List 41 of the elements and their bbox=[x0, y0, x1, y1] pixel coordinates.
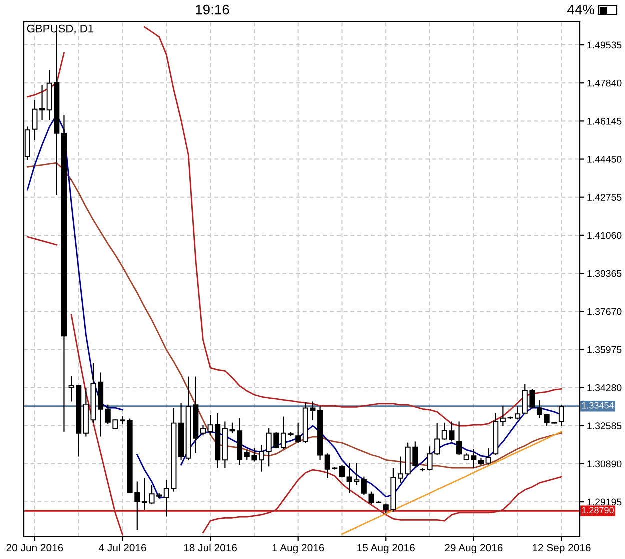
y-tick-label: 1.37670 bbox=[588, 308, 622, 316]
y-tick-label: 1.49535 bbox=[588, 42, 622, 49]
y-tick-label: 1.47840 bbox=[588, 80, 622, 87]
y-tick-label: 1.44450 bbox=[588, 156, 622, 163]
x-tick-label: 20 Jun 2016 bbox=[6, 544, 64, 552]
candlestick bbox=[456, 421, 462, 456]
x-tick-label: 1 Aug 2016 bbox=[272, 544, 324, 554]
candlestick bbox=[40, 84, 46, 121]
y-tick-label: 1.39365 bbox=[588, 270, 622, 278]
candlestick bbox=[339, 464, 345, 478]
y-tick-label: 1.29195 bbox=[588, 498, 622, 506]
candlestick bbox=[259, 444, 265, 472]
candlestick bbox=[280, 416, 286, 450]
line-series bbox=[342, 431, 562, 535]
candlestick bbox=[142, 478, 148, 511]
x-tick-label: 18 Jul 2016 bbox=[184, 544, 238, 552]
x-tick-label: 4 Jul 2016 bbox=[98, 544, 146, 552]
ref-line-label: 1.28790 bbox=[582, 507, 614, 514]
candlestick bbox=[120, 416, 126, 425]
x-tick-label: 15 Aug 2016 bbox=[358, 544, 415, 554]
candlestick bbox=[486, 448, 492, 466]
y-tick-label: 1.30890 bbox=[588, 460, 622, 468]
candlestick bbox=[361, 476, 367, 496]
chart-title: GBPUSD, D1 bbox=[27, 24, 94, 34]
candlestick bbox=[200, 424, 206, 436]
candlestick bbox=[558, 405, 564, 427]
x-tick-label: 29 Aug 2016 bbox=[445, 544, 503, 554]
text: 44% bbox=[568, 4, 595, 15]
y-tick-label: 1.46145 bbox=[588, 118, 622, 125]
ref-line-label: 1.33454 bbox=[582, 402, 614, 409]
y-tick-label: 1.41060 bbox=[588, 232, 622, 240]
candlestick bbox=[296, 422, 302, 444]
x-tick-label: 12 Sep 2016 bbox=[532, 544, 591, 554]
candlestick bbox=[398, 456, 404, 484]
candlestick bbox=[537, 400, 543, 419]
y-tick-label: 1.42755 bbox=[588, 194, 622, 201]
y-tick-label: 1.34280 bbox=[588, 384, 622, 392]
line-series bbox=[26, 162, 562, 469]
text: 19:16 bbox=[196, 4, 230, 15]
y-tick-label: 1.35975 bbox=[588, 346, 622, 354]
y-tick-label: 1.32585 bbox=[588, 422, 622, 430]
